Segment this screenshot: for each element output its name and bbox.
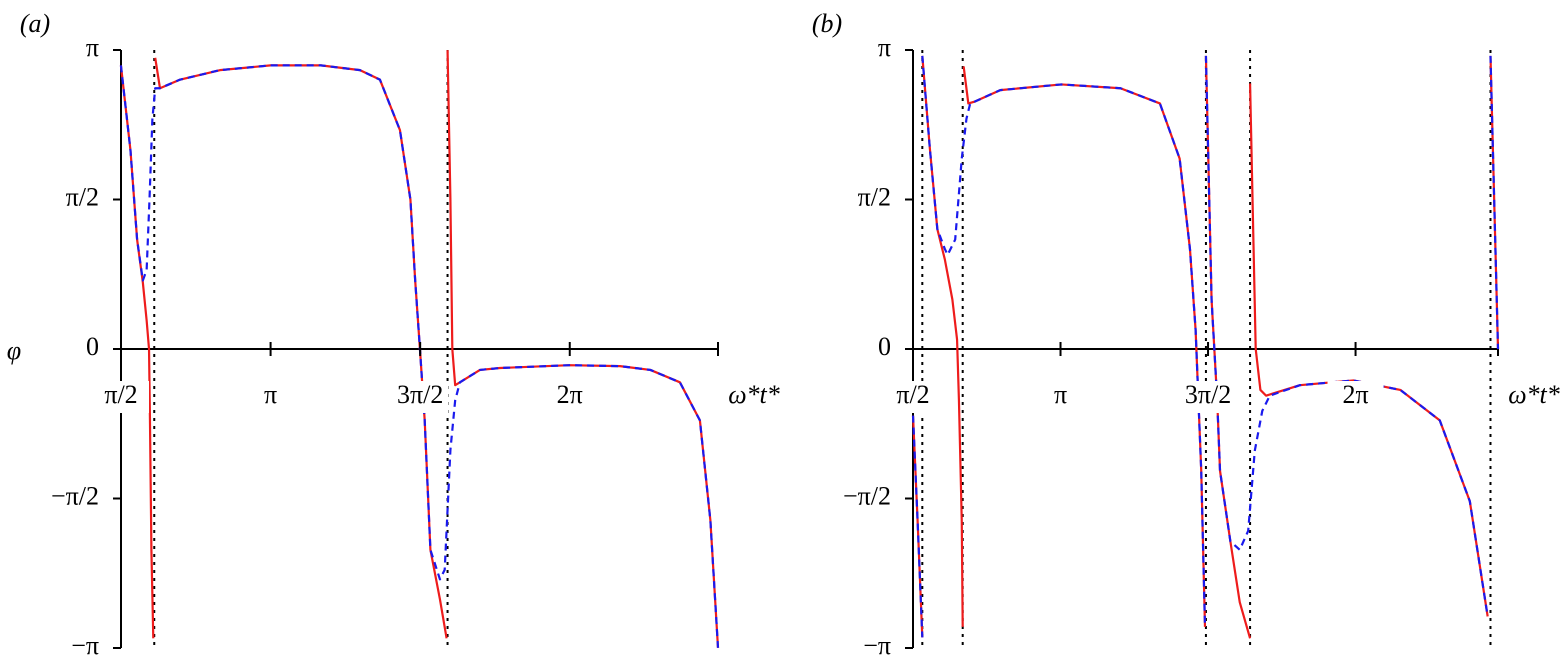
y-tick-label: −π [71, 631, 99, 660]
panel-label: (b) [812, 9, 842, 38]
x-tick-label: 2π [557, 380, 583, 409]
x-axis-label: ω*t* [728, 380, 780, 409]
series-line [119, 64, 720, 648]
y-tick-label: −π/2 [51, 481, 99, 510]
series-line [911, 55, 1500, 639]
y-tick-label: 0 [86, 332, 99, 361]
y-tick-label: 0 [878, 332, 891, 361]
x-tick-label: 2π [1342, 380, 1368, 409]
x-axis-label: ω*t* [1508, 380, 1560, 409]
y-tick-label: π/2 [858, 182, 891, 211]
x-tick-label-bg [1032, 381, 1089, 413]
y-tick-label: −π/2 [843, 481, 891, 510]
x-tick-label: 3π/2 [1185, 380, 1231, 409]
x-tick-label-bg [1327, 381, 1384, 413]
x-tick-label-bg [541, 381, 598, 413]
y-tick-label: π [878, 33, 891, 62]
x-tick-label: π [1054, 380, 1067, 409]
x-tick-label: 3π/2 [397, 380, 443, 409]
x-tick-label-bg [242, 381, 299, 413]
x-tick-label: π/2 [896, 380, 929, 409]
series-line [911, 55, 1500, 638]
panel-label: (a) [20, 9, 50, 38]
x-tick-label: π/2 [104, 380, 137, 409]
y-tick-label: π [86, 33, 99, 62]
x-tick-label-bg [392, 381, 449, 413]
y-axis-label: φ [7, 336, 21, 365]
x-tick-label: π [264, 380, 277, 409]
x-tick-label-bg [1180, 381, 1237, 413]
x-tick-label-bg [885, 381, 941, 413]
y-tick-label: −π [863, 631, 891, 660]
y-tick-label: π/2 [66, 182, 99, 211]
x-tick-label-bg [93, 381, 149, 413]
